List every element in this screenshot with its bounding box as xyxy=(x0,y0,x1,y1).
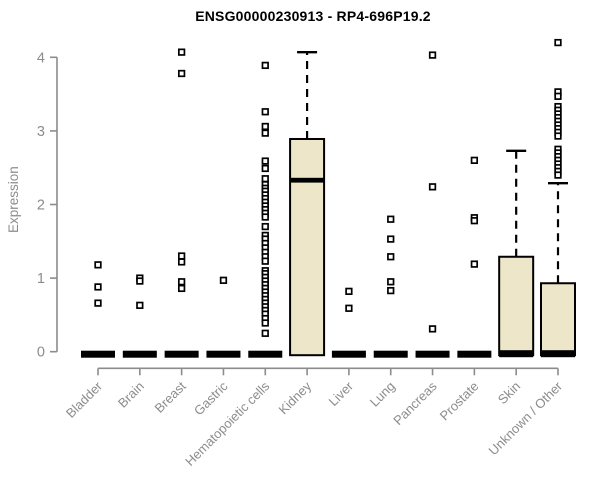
x-tick-label-breast: Breast xyxy=(152,378,189,415)
outlier-point xyxy=(428,183,437,191)
outlier-point xyxy=(261,329,269,337)
outlier-point xyxy=(554,92,562,100)
outlier-point xyxy=(554,171,562,179)
outlier-point xyxy=(177,252,186,260)
x-tick-label-kidney: Kidney xyxy=(275,378,314,417)
collapsed-box-bar xyxy=(81,350,115,358)
x-tick-label-unknown-other: Unknown / Other xyxy=(486,378,566,458)
outlier-point xyxy=(261,108,269,116)
outlier-point xyxy=(428,51,437,59)
median-line xyxy=(541,350,575,358)
outlier-point xyxy=(345,304,353,312)
collapsed-box-bar xyxy=(164,350,199,358)
collapsed-box-bar xyxy=(122,350,157,358)
outlier-point xyxy=(554,38,562,47)
outlier-point xyxy=(177,258,186,266)
outlier-point xyxy=(177,69,186,78)
outlier-point xyxy=(94,299,102,307)
outlier-point xyxy=(387,286,395,295)
box-pancreas xyxy=(415,51,450,358)
outlier-point xyxy=(387,278,395,286)
y-tick-label: 4 xyxy=(37,50,45,66)
x-tick-label-liver: Liver xyxy=(325,378,356,409)
x-tick-label-skin: Skin xyxy=(495,379,523,407)
y-tick-label: 1 xyxy=(37,271,45,287)
outlier-point xyxy=(94,261,102,269)
outlier-point xyxy=(261,164,269,173)
median-line xyxy=(499,350,534,358)
outlier-point xyxy=(345,287,353,295)
box-gastric xyxy=(206,276,241,358)
y-axis: 0 1 2 3 4 xyxy=(37,50,58,361)
outlier-point xyxy=(261,157,269,165)
box-breast xyxy=(164,48,199,358)
outlier-point xyxy=(261,175,269,183)
collapsed-box-bar xyxy=(248,350,283,358)
box-skin xyxy=(498,149,535,358)
x-tick-label-gastric: Gastric xyxy=(191,378,231,418)
outlier-point xyxy=(261,319,269,327)
outlier-point xyxy=(261,122,269,131)
chart-title: ENSG00000230913 - RP4-696P19.2 xyxy=(195,8,431,24)
outlier-point xyxy=(387,235,395,243)
outlier-point xyxy=(177,278,186,286)
outlier-point xyxy=(470,156,479,164)
x-tick-label-bladder: Bladder xyxy=(63,378,106,421)
outlier-point xyxy=(136,301,144,309)
collapsed-box-bar xyxy=(331,350,366,358)
x-tick-label-prostate: Prostate xyxy=(437,379,482,424)
box-body xyxy=(498,255,535,357)
collapsed-box-bar xyxy=(373,350,408,358)
outlier-point xyxy=(219,276,228,284)
box-hematopoietic-cells xyxy=(248,61,283,358)
box-kidney xyxy=(289,50,326,357)
outlier-point xyxy=(177,48,186,56)
x-tick-label-lung: Lung xyxy=(367,379,398,410)
collapsed-box-bar xyxy=(415,350,450,358)
x-tick-label-brain: Brain xyxy=(115,379,147,411)
box-lung xyxy=(373,215,408,358)
collapsed-box-bar xyxy=(206,350,241,358)
box-prostate xyxy=(457,156,492,358)
x-tick-label-pancreas: Pancreas xyxy=(390,378,440,428)
y-tick-label: 0 xyxy=(37,345,45,361)
box-body xyxy=(540,282,576,357)
median-line xyxy=(290,177,325,183)
outlier-point xyxy=(261,213,269,221)
outlier-point xyxy=(470,260,479,268)
outlier-point xyxy=(387,253,395,261)
outlier-point xyxy=(94,283,102,291)
outlier-point xyxy=(387,215,395,223)
y-tick-label: 3 xyxy=(37,124,45,140)
box-liver xyxy=(331,287,366,358)
box-bladder xyxy=(81,261,115,358)
outlier-point xyxy=(470,217,479,225)
outlier-point xyxy=(261,257,269,265)
outlier-point xyxy=(177,284,186,293)
box-brain xyxy=(122,274,157,358)
box-body xyxy=(289,137,326,357)
outlier-point xyxy=(261,61,269,70)
collapsed-box-bar xyxy=(457,350,492,358)
outlier-point xyxy=(428,325,437,333)
outlier-point xyxy=(554,132,562,140)
y-tick-label: 2 xyxy=(37,198,45,214)
box-unknown-other xyxy=(540,38,576,358)
outlier-point xyxy=(261,222,269,231)
outlier-point xyxy=(261,129,269,137)
outlier-point xyxy=(136,277,144,285)
